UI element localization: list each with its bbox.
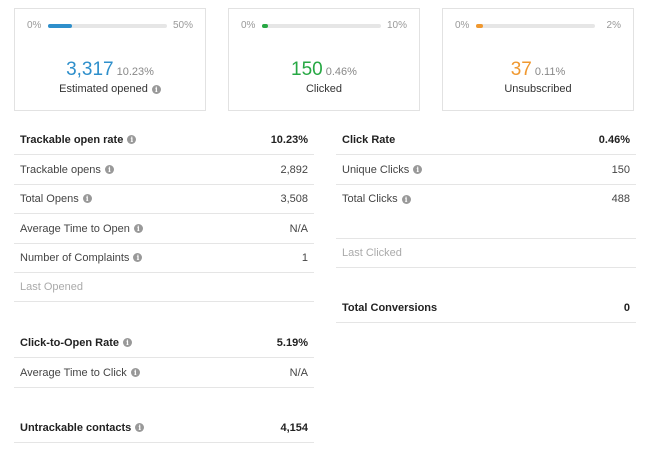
card-percent: 0.46%: [325, 66, 357, 78]
progress-bar: [476, 24, 595, 28]
stat-value: 150: [611, 163, 630, 176]
bar-min: 0%: [241, 20, 256, 31]
card-value: 37: [510, 59, 532, 80]
stat-row: Total Opens i 3,508: [14, 184, 314, 214]
stat-row: Last Clicked: [336, 238, 636, 268]
progress-fill: [476, 24, 483, 28]
progress-fill: [262, 24, 268, 28]
bar-min: 0%: [455, 20, 470, 31]
card-unsubscribed: 0% 2% 37 0.11% Unsubscribed: [442, 8, 634, 111]
stat-row: Last Opened: [14, 272, 314, 302]
stat-row: Total Clicks i 488: [336, 184, 636, 214]
card-percent: 0.11%: [534, 66, 566, 78]
stat-row: Click Rate 0.46%: [336, 125, 636, 155]
bar-max: 50%: [172, 20, 193, 31]
info-icon[interactable]: i: [135, 423, 145, 433]
info-icon[interactable]: i: [127, 135, 137, 145]
stat-label: Total Opens: [20, 192, 79, 205]
progress-fill: [48, 24, 73, 28]
stat-row: Number of Complaints i 1: [14, 243, 314, 273]
info-icon[interactable]: i: [413, 165, 423, 175]
info-icon[interactable]: i: [130, 368, 140, 378]
info-icon[interactable]: i: [123, 338, 133, 348]
info-icon[interactable]: i: [133, 224, 143, 234]
stat-row: Trackable open rate i 10.23%: [14, 125, 314, 155]
info-icon[interactable]: i: [151, 84, 161, 94]
card-estimated-opened: 0% 50% 3,317 10.23% Estimated opened i: [14, 8, 206, 111]
bar-max: 2%: [606, 20, 621, 31]
stat-row: Average Time to Open i N/A: [14, 214, 314, 244]
stat-label: Untrackable contacts: [20, 421, 132, 434]
stat-row: Click-to-Open Rate i 5.19%: [14, 328, 314, 358]
card-value: 150: [291, 59, 323, 80]
info-icon[interactable]: i: [401, 194, 411, 204]
card-clicked: 0% 10% 150 0.46% Clicked: [228, 8, 420, 111]
stat-label: Average Time to Open: [20, 222, 130, 235]
card-percent: 10.23%: [116, 66, 154, 78]
stat-label: Total Clicks: [342, 193, 398, 205]
stat-row: Total Conversions 0: [336, 293, 636, 323]
card-label: Estimated opened: [59, 83, 148, 95]
stat-value: 2,892: [280, 163, 308, 176]
stat-value: 10.23%: [270, 133, 308, 146]
info-icon[interactable]: i: [104, 165, 114, 175]
stat-value: 5.19%: [276, 336, 308, 349]
stat-value: 0.46%: [598, 133, 630, 146]
stat-label: Average Time to Click: [20, 366, 127, 379]
bar-max: 10%: [386, 20, 407, 31]
stat-label: Last Clicked: [342, 247, 402, 259]
stat-row: Average Time to Click i N/A: [14, 358, 314, 388]
card-label: Clicked: [305, 83, 343, 95]
stat-row: Untrackable contacts i 4,154: [14, 413, 314, 443]
stat-value: 488: [611, 193, 630, 205]
stat-label: Number of Complaints: [20, 251, 130, 264]
stat-row: Trackable opens i 2,892: [14, 155, 314, 185]
stat-value: 1: [301, 251, 308, 264]
bar-min: 0%: [27, 20, 42, 31]
card-value: 3,317: [66, 59, 114, 80]
stat-label: Unique Clicks: [342, 163, 410, 176]
stat-label: Click-to-Open Rate: [20, 336, 120, 349]
stat-value: 4,154: [280, 421, 308, 434]
info-icon[interactable]: i: [82, 194, 92, 204]
progress-bar: [48, 24, 167, 28]
stat-label: Last Opened: [20, 280, 83, 293]
stat-value: N/A: [289, 222, 308, 235]
info-icon[interactable]: i: [133, 253, 143, 263]
stat-row: Unique Clicks i 150: [336, 155, 636, 185]
stat-label: Trackable open rate: [20, 133, 124, 146]
card-label: Unsubscribed: [504, 83, 572, 95]
stat-label: Total Conversions: [342, 301, 438, 314]
stat-value: 3,508: [280, 192, 308, 205]
progress-bar: [262, 24, 381, 28]
stat-label: Click Rate: [342, 133, 396, 146]
stat-value: N/A: [289, 366, 308, 379]
stat-label: Trackable opens: [20, 163, 101, 176]
stat-value: 0: [623, 301, 630, 314]
